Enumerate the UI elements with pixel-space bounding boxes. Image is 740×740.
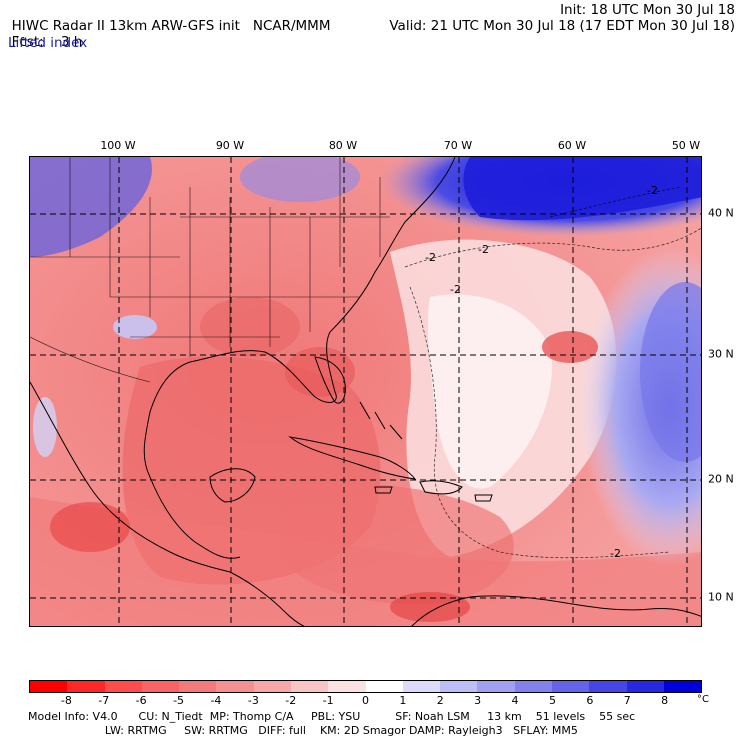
unstable-spot-3 bbox=[50, 502, 130, 552]
colorbar-swatch-16 bbox=[626, 681, 664, 692]
stable-air-northeast-land bbox=[240, 157, 360, 202]
init-time: Init: 18 UTC Mon 30 Jul 18 bbox=[560, 2, 735, 18]
colorbar-tick-label: -6 bbox=[135, 694, 147, 707]
colorbar-tick-label: -2 bbox=[285, 694, 297, 707]
lat-label-30n: 30 N bbox=[708, 347, 734, 361]
lat-label-20n: 20 N bbox=[708, 472, 734, 486]
lon-label-90w: 90 W bbox=[215, 139, 245, 152]
colorbar-swatch-9 bbox=[365, 681, 403, 692]
stable-air-north-core bbox=[463, 157, 701, 221]
southern-warm-belt bbox=[30, 497, 701, 626]
unstable-spot-1 bbox=[542, 331, 598, 363]
lon-label-100w: 100 W bbox=[100, 139, 136, 152]
unstable-spot-4 bbox=[200, 297, 300, 357]
lifted-index-map: -2 -2 -2 -2 -2 bbox=[29, 156, 702, 627]
central-america bbox=[229, 571, 305, 626]
colorbar-swatch-1 bbox=[67, 681, 105, 692]
stable-air-east-core bbox=[640, 282, 701, 462]
contour-line-3 bbox=[549, 186, 681, 218]
model-info-line-2: LW: RRTMG SW: RRTMG DIFF: full KM: 2D Sm… bbox=[28, 724, 578, 737]
contour-label-5: -2 bbox=[610, 547, 621, 560]
contour-label-3: -2 bbox=[478, 243, 489, 256]
colorbar-tick-label: -5 bbox=[173, 694, 185, 707]
colorbar-swatch-12 bbox=[477, 681, 515, 692]
border-12 bbox=[30, 336, 151, 383]
colorbar-tick-label: 6 bbox=[586, 694, 594, 707]
valid-time: Valid: 21 UTC Mon 30 Jul 18 (17 EDT Mon … bbox=[389, 18, 735, 34]
lat-label-40n: 40 N bbox=[708, 206, 734, 220]
hispaniola bbox=[419, 480, 463, 495]
colorbar-swatch-5 bbox=[216, 681, 254, 692]
south-america-coast bbox=[411, 595, 701, 626]
colorbar-tick-label: -1 bbox=[322, 694, 334, 707]
jamaica bbox=[374, 486, 393, 494]
contour-label-2: -2 bbox=[450, 283, 461, 296]
colorbar-tick-label: 3 bbox=[474, 694, 482, 707]
mexico-west-coast bbox=[30, 381, 231, 573]
colorbar-swatch-4 bbox=[179, 681, 217, 692]
colorbar-tick-label: 0 bbox=[362, 694, 369, 707]
lat-label-10n: 10 N bbox=[708, 590, 734, 604]
colorbar-tick-label: 8 bbox=[661, 694, 669, 707]
contour-label-1: -2 bbox=[425, 251, 436, 264]
colorbar-swatch-7 bbox=[290, 681, 329, 692]
cuba bbox=[288, 436, 417, 480]
colorbar-tick-label: -3 bbox=[247, 694, 259, 707]
colorbar-tick-label: 5 bbox=[548, 694, 556, 707]
colorbar-tick-label: -7 bbox=[98, 694, 110, 707]
colorbar-swatch-14 bbox=[551, 681, 590, 692]
contour-line-1 bbox=[404, 227, 701, 268]
stable-spot-plains bbox=[113, 315, 157, 339]
colorbar-tick-label: 1 bbox=[399, 694, 407, 707]
map-title: HIWC Radar II 13km ARW-GFS init NCAR/MMM bbox=[11, 18, 331, 34]
puerto-rico bbox=[474, 494, 493, 502]
lon-label-50w: 50 W bbox=[671, 139, 701, 152]
contour-label-4: -2 bbox=[647, 184, 658, 197]
colorbar bbox=[29, 680, 702, 693]
colorbar-tick-label: -4 bbox=[210, 694, 222, 707]
lon-label-60w: 60 W bbox=[557, 139, 587, 152]
colorbar-swatch-3 bbox=[141, 681, 180, 692]
bahamas bbox=[359, 401, 403, 440]
lon-label-70w: 70 W bbox=[443, 139, 473, 152]
colorbar-swatch-13 bbox=[514, 681, 552, 692]
us-east-coast bbox=[143, 157, 456, 559]
lon-label-80w: 80 W bbox=[328, 139, 358, 152]
yucatan bbox=[209, 468, 256, 503]
colorbar-tick-label: 7 bbox=[623, 694, 631, 707]
colorbar-swatch-10 bbox=[402, 681, 441, 692]
colorbar-tick-label: 2 bbox=[436, 694, 444, 707]
unstable-spot-5 bbox=[390, 592, 470, 622]
colorbar-swatch-2 bbox=[104, 681, 142, 692]
colorbar-swatch-6 bbox=[253, 681, 291, 692]
colorbar-tick-label: -8 bbox=[60, 694, 72, 707]
field-name: Lifted index bbox=[8, 35, 88, 51]
contour-line-2 bbox=[409, 286, 671, 559]
colorbar-tick-label: 4 bbox=[511, 694, 519, 707]
colorbar-swatch-11 bbox=[440, 681, 478, 692]
colorbar-swatch-8 bbox=[328, 681, 366, 692]
stable-spot-mexico bbox=[33, 397, 57, 457]
forecast-hour: Fcst: 3 h bbox=[11, 34, 83, 50]
colorbar-swatch-17 bbox=[663, 681, 702, 692]
colorbar-swatch-0 bbox=[30, 681, 68, 692]
colorbar-unit: °C bbox=[697, 694, 709, 705]
model-info-line-1: Model Info: V4.0 CU: N_Tiedt MP: Thomp C… bbox=[28, 710, 636, 723]
stable-air-northwest bbox=[30, 157, 152, 257]
colorbar-swatch-15 bbox=[589, 681, 627, 692]
